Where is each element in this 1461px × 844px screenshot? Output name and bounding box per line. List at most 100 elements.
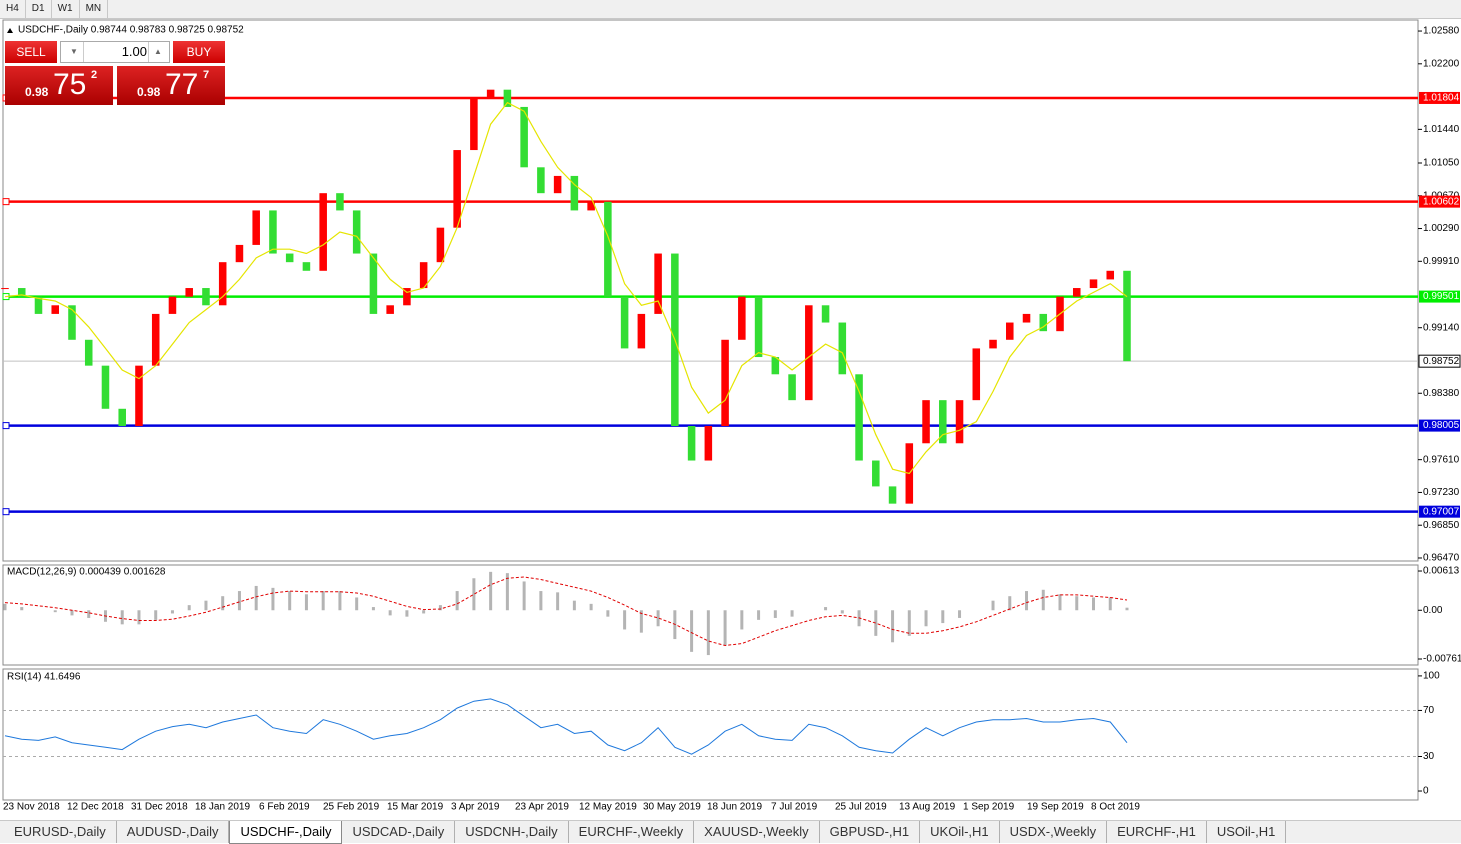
x-tick-label: 15 Mar 2019 [387,802,444,813]
timeframe-button[interactable]: D1 [26,0,52,18]
y-tick-label: -0.007612 [1423,654,1461,665]
candle [1006,322,1014,340]
chart-tab[interactable]: EURCHF-,H1 [1107,821,1207,843]
candle [151,313,160,366]
candle [620,296,629,349]
x-tick-label: 3 Apr 2019 [451,802,500,813]
chart-tab[interactable]: USDCNH-,Daily [455,821,569,843]
chart-tab[interactable]: USOil-,H1 [1207,821,1287,843]
main-panel [2,19,1419,562]
candle [888,486,897,504]
rsi-panel [2,668,1419,801]
panel-title: RSI(14) 41.6496 [7,672,81,683]
chart-tab[interactable]: USDCAD-,Daily [342,821,456,843]
chart: 1.025801.022001.014401.010501.006701.002… [1,19,1461,813]
level-label: 0.99501 [1423,291,1460,302]
x-tick-label: 18 Jun 2019 [707,802,762,813]
candle [419,262,428,289]
title-arrow [7,28,13,33]
candle [486,89,495,99]
sell-button[interactable]: SELL [5,41,57,63]
candle [436,227,445,263]
candle [788,374,796,401]
candle [838,322,847,375]
candle [754,296,763,358]
y-tick-label: 0.97610 [1423,454,1460,465]
y-tick-label: 100 [1423,671,1440,682]
y-tick-label: 30 [1423,751,1435,762]
y-tick-label: 0.00 [1423,605,1443,616]
timeframe-button[interactable]: MN [80,0,109,18]
candle [386,305,394,314]
chart-tab[interactable]: USDX-,Weekly [1000,821,1108,843]
y-tick-label: 0.96850 [1423,520,1460,531]
level-anchor [2,422,10,430]
chart-tab[interactable]: USDCHF-,Daily [229,821,343,844]
candle [771,357,780,375]
chart-title: USDCHF-,Daily 0.98744 0.98783 0.98725 0.… [18,25,244,36]
candle [118,408,126,427]
candle [202,288,210,306]
x-tick-label: 1 Sep 2019 [963,802,1015,813]
y-tick-label: 70 [1423,705,1435,716]
candle [738,296,746,340]
candle [821,305,830,323]
chart-tab[interactable]: GBPUSD-,H1 [820,821,921,843]
chart-tab[interactable]: AUDUSD-,Daily [117,821,230,843]
candle [51,305,60,314]
x-tick-label: 18 Jan 2019 [195,802,250,813]
candle [403,288,411,306]
level-label: 0.97007 [1423,506,1460,517]
candle [470,98,478,151]
price-pip: 2 [91,69,98,81]
level-label: 1.01804 [1423,93,1460,104]
candle [285,253,294,263]
candle [269,210,277,254]
candle [235,244,244,263]
candle [302,262,311,271]
x-tick-label: 19 Sep 2019 [1027,802,1084,813]
one-click-trading: SELL ▼ 1.00 ▲ BUY 0.98 75 2 0.98 77 7 [5,41,226,105]
timeframe-button[interactable]: H4 [0,0,26,18]
candle [704,426,713,461]
candle [34,296,43,314]
candle [1,288,9,290]
level-label: 0.98005 [1423,420,1460,431]
lot-input[interactable]: ▼ 1.00 ▲ [60,41,170,63]
sell-price[interactable]: 0.98 75 2 [5,66,113,105]
candle [805,305,813,401]
chart-tab[interactable]: EURCHF-,Weekly [569,821,695,843]
level-label-box [1419,505,1460,518]
chart-tab[interactable]: EURUSD-,Daily [4,821,117,843]
chart-tabs: EURUSD-,Daily AUDUSD-,Daily USDCHF-,Daily U… [0,820,1461,844]
chart-tab[interactable]: XAUUSD-,Weekly [694,821,820,843]
x-tick-label: 23 Nov 2018 [3,802,60,813]
x-tick-label: 8 Oct 2019 [1091,802,1140,813]
timeframe-toolbar: H4 D1 W1 MN [0,0,1461,19]
candle [1072,288,1081,297]
candle [939,400,947,444]
rsi-line [4,698,1128,755]
candle [185,288,193,297]
lot-down[interactable]: ▼ [65,42,84,62]
y-tick-label: 0.00613 [1423,566,1460,577]
chart-tab[interactable]: UKOil-,H1 [920,821,1000,843]
timeframe-button[interactable]: W1 [52,0,80,18]
lot-up[interactable]: ▲ [148,42,167,62]
x-tick-label: 6 Feb 2019 [259,802,310,813]
y-tick-label: 0.96470 [1423,553,1460,564]
price-big: 0.98 [137,85,161,99]
buy-price[interactable]: 0.98 77 7 [117,66,225,105]
candle [537,167,545,194]
candle [252,210,260,245]
x-tick-label: 7 Jul 2019 [771,802,818,813]
candle [17,288,26,297]
y-tick-label: 1.02200 [1423,58,1460,69]
candle [352,210,361,254]
candle [520,106,528,168]
candle [604,201,612,297]
candle [218,262,227,306]
buy-button[interactable]: BUY [173,41,225,63]
macd-signal [4,576,1128,647]
